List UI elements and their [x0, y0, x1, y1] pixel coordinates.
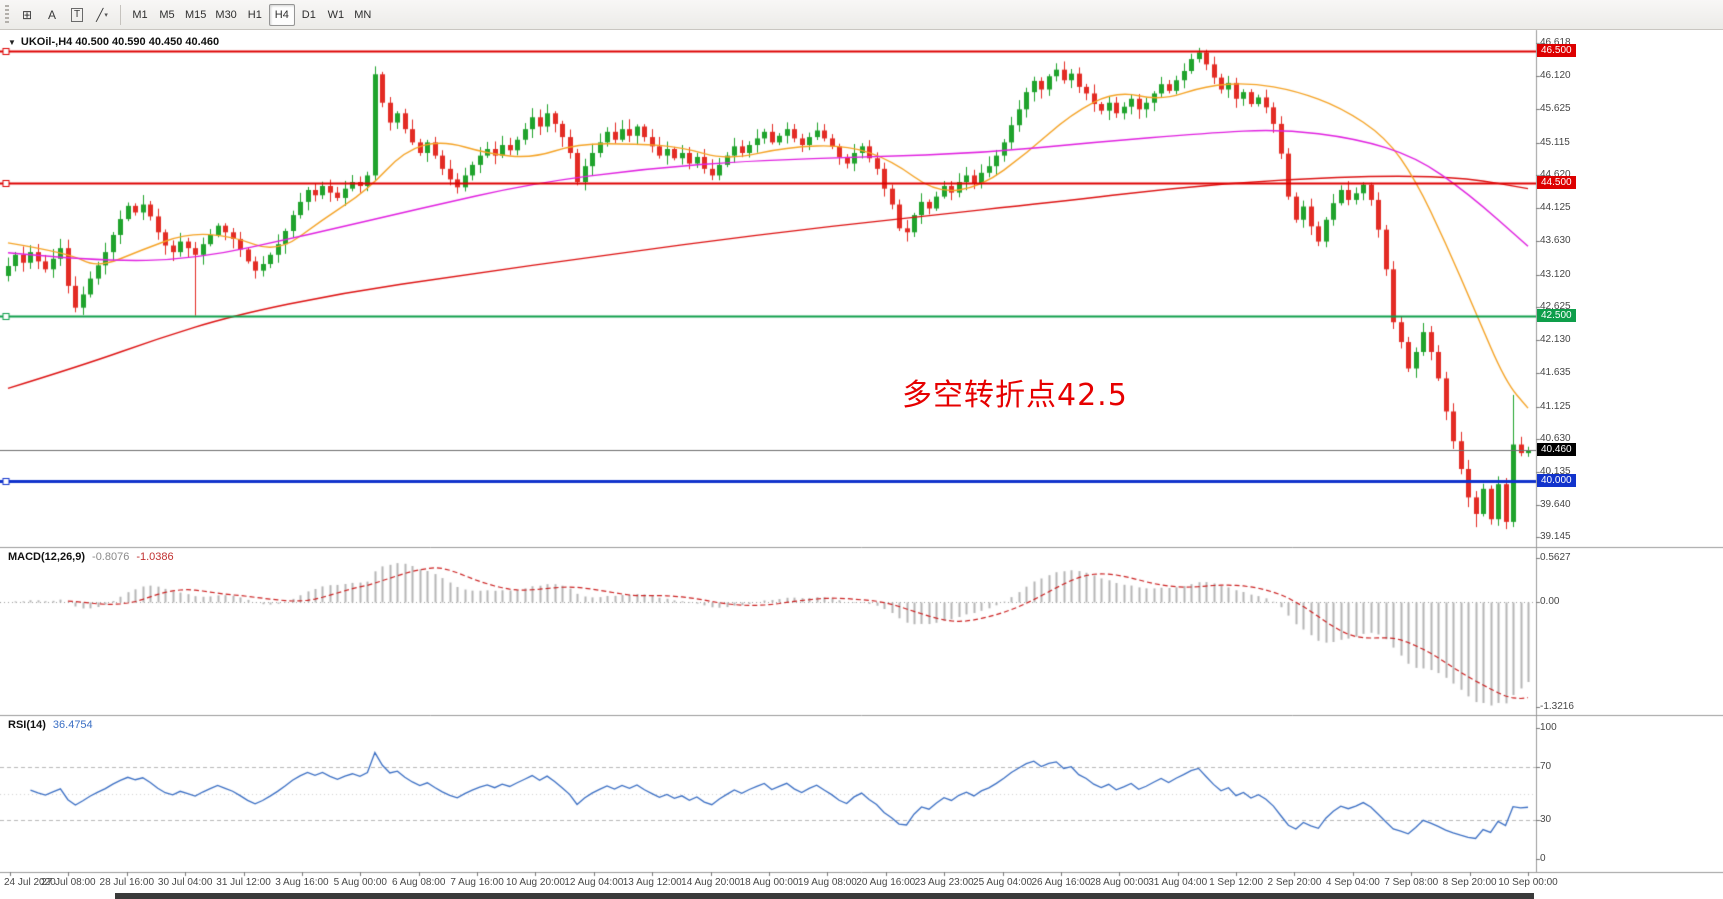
price-axis-label: 46.618	[1540, 37, 1571, 49]
time-axis-label: 10 Aug 20:00	[505, 877, 565, 888]
time-axis-label: 20 Aug 16:00	[856, 877, 916, 888]
symbol-ohlc-text: UKOil-,H4 40.500 40.590 40.450 40.460	[20, 36, 220, 48]
time-axis-label: 13 Aug 12:00	[622, 877, 682, 888]
chart-annotation[interactable]: 多空转折点42.5	[902, 378, 1128, 413]
price-axis-label: 46.120	[1540, 70, 1571, 82]
timeframe-button-h4[interactable]: H4	[268, 3, 295, 26]
timeframe-button-mn[interactable]: MN	[354, 8, 372, 21]
time-axis-label: 31 Aug 04:00	[1148, 877, 1208, 888]
price-axis-label: 40.135	[1540, 465, 1571, 477]
time-axis-label: 1 Sep 12:00	[1209, 877, 1264, 888]
price-axis-label: 44.125	[1540, 202, 1571, 214]
time-axis-label: 8 Sep 20:00	[1442, 877, 1497, 888]
price-tag-46.500: 46.500	[1537, 44, 1576, 58]
text-a-icon[interactable]: A	[47, 7, 56, 22]
time-axis-label: 23 Aug 23:00	[914, 877, 974, 888]
time-axis-label: 26 Aug 16:00	[1031, 877, 1091, 888]
horizontal-scrollbar[interactable]	[115, 893, 1534, 899]
time-axis-label: 19 Aug 08:00	[797, 877, 857, 888]
timeframe-button-group: M1 M5 M15 M30 H1 H4 D1 W1 MN	[127, 3, 376, 26]
text-frame-icon[interactable]: T	[65, 4, 89, 26]
rsi-axis-label: 70	[1540, 761, 1552, 773]
macd-signal-value: -1.0386	[136, 551, 174, 563]
time-axis-label: 28 Jul 16:00	[99, 877, 155, 888]
time-axis-label: 30 Jul 04:00	[157, 877, 213, 888]
price-axis-label: 39.640	[1540, 498, 1571, 510]
time-axis-label: 2 Sep 20:00	[1267, 877, 1322, 888]
time-axis-label: 25 Aug 04:00	[973, 877, 1033, 888]
time-axis-label: 24 Jul 2020	[4, 877, 56, 888]
current-price-tag: 40.460	[1537, 443, 1576, 457]
time-axis-label: 3 Aug 16:00	[275, 877, 329, 888]
line-studies-icon[interactable]: ╱ ▾	[96, 7, 108, 22]
price-axis-label: 39.145	[1540, 531, 1571, 543]
chart-title: ▼ UKOil-,H4 40.500 40.590 40.450 40.460	[8, 36, 219, 48]
price-axis-label: 41.635	[1540, 366, 1571, 378]
time-axis-label: 7 Sep 08:00	[1384, 877, 1439, 888]
time-axis-label: 14 Aug 20:00	[681, 877, 741, 888]
time-axis-label: 28 Aug 00:00	[1089, 877, 1149, 888]
time-axis-label: 7 Aug 16:00	[450, 877, 504, 888]
macd-indicator-name: MACD(12,26,9)	[8, 551, 86, 563]
price-tag-42.500: 42.500	[1537, 308, 1576, 322]
toolbar: ⊞ A T ╱ ▾ M1 M5 M15 M30 H1 H4 D1 W1 MN	[0, 0, 1723, 30]
toolbar-separator	[120, 4, 121, 25]
timeframe-button-m5[interactable]: M5	[159, 8, 175, 21]
time-axis-label: 31 Jul 12:00	[216, 877, 271, 888]
rsi-value: 36.4754	[52, 719, 93, 731]
toolbar-drag-handle[interactable]	[5, 4, 9, 25]
rsi-axis-label: 100	[1540, 722, 1557, 734]
tool-button-group: ⊞ A T ╱ ▾	[15, 4, 114, 26]
time-axis-label: 18 Aug 00:00	[739, 877, 799, 888]
price-axis-label: 45.115	[1540, 136, 1570, 148]
price-tag-44.500: 44.500	[1537, 176, 1576, 190]
timeframe-button-m30[interactable]: M30	[215, 8, 237, 21]
time-axis-label: 5 Aug 00:00	[333, 877, 387, 888]
rsi-indicator-name: RSI(14)	[8, 719, 46, 731]
rsi-axis-label: 30	[1540, 813, 1552, 825]
timeframe-button-w1[interactable]: W1	[327, 8, 345, 21]
time-axis-label: 6 Aug 08:00	[391, 877, 446, 888]
grid-icon[interactable]: ⊞	[21, 7, 33, 22]
price-tag-40.000: 40.000	[1537, 473, 1576, 487]
rsi-axis-label: 0	[1540, 852, 1546, 864]
time-axis-label: 4 Sep 04:00	[1325, 877, 1380, 888]
macd-axis-label: 0.5627	[1540, 551, 1571, 563]
macd-axis-label: -1.3216	[1540, 701, 1574, 713]
collapse-arrow-icon[interactable]: ▼	[8, 37, 16, 47]
macd-axis-label: 0.00	[1540, 596, 1560, 608]
price-axis-label: 42.625	[1540, 301, 1571, 313]
price-axis-label: 41.125	[1540, 400, 1571, 412]
price-axis-label: 45.625	[1540, 103, 1571, 114]
timeframe-button-m1[interactable]: M1	[132, 8, 148, 21]
price-axis-label: 43.630	[1540, 234, 1571, 246]
timeframe-button-h1[interactable]: H1	[247, 8, 262, 21]
time-axis-label: 10 Sep 00:00	[1498, 877, 1558, 888]
price-axis-label: 40.630	[1540, 433, 1571, 445]
rsi-panel-label: RSI(14) 36.4754	[8, 719, 93, 731]
price-axis-label: 42.130	[1540, 334, 1571, 346]
timeframe-button-m15[interactable]: M15	[185, 8, 207, 21]
timeframe-button-d1[interactable]: D1	[301, 8, 316, 21]
macd-panel-label: MACD(12,26,9) -0.8076 -1.0386	[8, 551, 174, 563]
time-axis-label: 12 Aug 04:00	[564, 877, 624, 888]
price-axis-label: 44.620	[1540, 169, 1571, 181]
price-axis-label: 43.120	[1540, 268, 1571, 280]
macd-main-value: -0.8076	[92, 551, 130, 563]
time-axis-label: 27 Jul 08:00	[41, 877, 96, 888]
